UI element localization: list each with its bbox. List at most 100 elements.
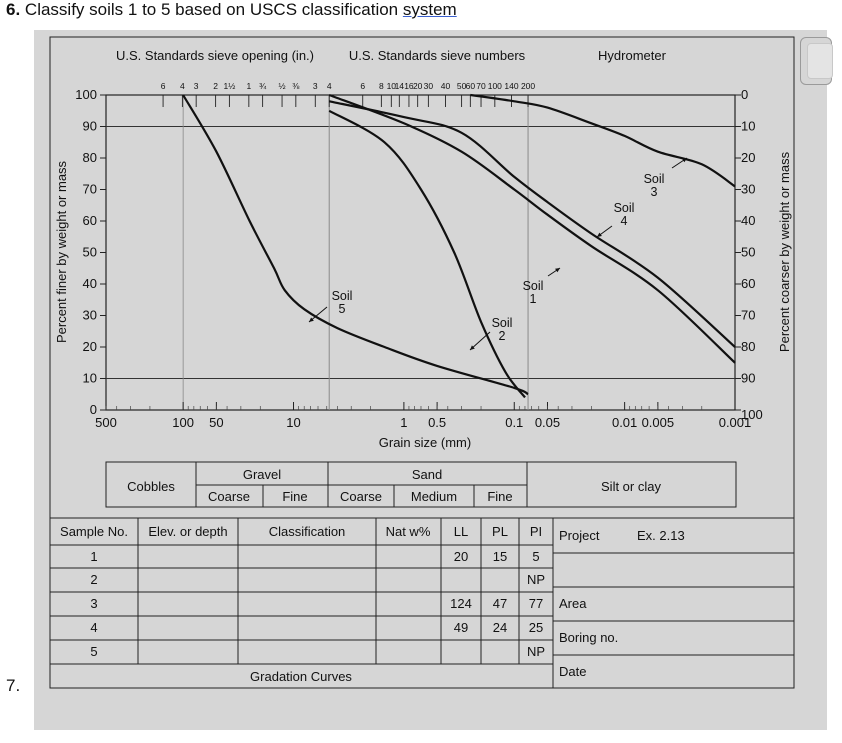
- sieve-label: 2: [213, 81, 218, 91]
- sieve-label: 3: [194, 81, 199, 91]
- sieve-label: 8: [379, 81, 384, 91]
- sieve-label: ¾: [259, 81, 267, 91]
- table-cell: 5: [90, 644, 97, 659]
- figure-panel: [34, 30, 827, 730]
- table-cell: NP: [527, 644, 545, 659]
- soil-label-line2: 1: [530, 292, 537, 306]
- y-tick-label-right: 70: [741, 308, 755, 323]
- y-tick-label-left: 40: [83, 276, 97, 291]
- table-cell: 4: [90, 620, 97, 635]
- soil-label-line2: 4: [621, 214, 628, 228]
- curve-soil-4: [328, 100, 736, 348]
- gridlines: [106, 95, 735, 410]
- table-cell: NP: [527, 572, 545, 587]
- sieve-label: 60: [466, 81, 476, 91]
- soil-classification-bar: [105, 461, 737, 508]
- y-tick-label-left: 50: [83, 245, 97, 260]
- sieve-label: 200: [521, 81, 535, 91]
- project-label: Project: [559, 528, 600, 543]
- gravel-fine-label: Fine: [282, 489, 307, 504]
- gravel-coarse-label: Coarse: [208, 489, 250, 504]
- cobbles-label: Cobbles: [127, 479, 175, 494]
- figure-frame: [49, 36, 795, 689]
- y-tick-label-right: 80: [741, 339, 755, 354]
- y-tick-label-right: 20: [741, 150, 755, 165]
- silt-clay-label: Silt or clay: [601, 479, 661, 494]
- x-tick-label: 10: [286, 415, 300, 430]
- scroll-widget[interactable]: [800, 37, 833, 85]
- y-tick-label-right: 60: [741, 276, 755, 291]
- sample-table: Sample No. Elev. or depth Classification Na…: [60, 524, 545, 659]
- sand-medium-label: Medium: [411, 489, 457, 504]
- x-axis-ticks: 500 100 50 10 1 0.5 0.1 0.05 0.01 0.005 0.001: [95, 402, 751, 430]
- y-tick-label-left: 90: [83, 119, 97, 134]
- y-tick-label-left: 10: [83, 371, 97, 386]
- table-cell: 47: [493, 596, 507, 611]
- sieve-label: ½: [279, 81, 286, 91]
- table-cell: 25: [529, 620, 543, 635]
- gradation-curves: [182, 93, 736, 399]
- x-tick-label: 500: [95, 415, 117, 430]
- y-tick-label-right: 50: [741, 245, 755, 260]
- soil-label-line1: Soil: [644, 172, 665, 186]
- sand-coarse-label: Coarse: [340, 489, 382, 504]
- area-label: Area: [559, 596, 587, 611]
- y-tick-label-left: 0: [90, 402, 97, 417]
- sieve-label: 16: [404, 81, 414, 91]
- sieve-label: 1: [246, 81, 251, 91]
- y-tick-label-left: 100: [75, 87, 97, 102]
- y-axis-label-right: Percent coarser by weight or mass: [777, 151, 792, 352]
- question-body: Classify soils 1 to 5 based on USCS clas…: [24, 0, 403, 19]
- y-tick-label-right: 10: [741, 119, 755, 134]
- x-tick-label: 0.5: [428, 415, 446, 430]
- table-cell: 15: [493, 549, 507, 564]
- table-header-cell: Nat w%: [386, 524, 431, 539]
- y-tick-label-left: 20: [83, 339, 97, 354]
- soil-label-line1: Soil: [523, 279, 544, 293]
- sieve-label: 10: [387, 81, 397, 91]
- x-tick-label: 0.05: [535, 415, 560, 430]
- soil-label-arrowhead: [682, 158, 687, 163]
- table-cell: 1: [90, 549, 97, 564]
- table-header-cell: PL: [492, 524, 508, 539]
- y-tick-label-left: 80: [83, 150, 97, 165]
- curve-soil-3: [470, 93, 736, 188]
- soil-label-arrowhead: [597, 232, 602, 237]
- title-hydrometer: Hydrometer: [598, 48, 667, 63]
- soil-label-line2: 2: [499, 329, 506, 343]
- sieve-label: 6: [360, 81, 365, 91]
- sieve-label: 6: [161, 81, 166, 91]
- project-value: Ex. 2.13: [637, 528, 685, 543]
- question-link[interactable]: system: [402, 0, 457, 19]
- sieve-label: 4: [180, 81, 185, 91]
- y-tick-label-right: 40: [741, 213, 755, 228]
- soil-label-arrowhead: [555, 268, 560, 273]
- soil-label-arrowhead: [470, 345, 475, 350]
- table-footer: Gradation Curves: [250, 669, 352, 684]
- sand-fine-label: Fine: [487, 489, 512, 504]
- soil-label-arrowhead: [309, 317, 314, 322]
- sieve-label: 20: [413, 81, 423, 91]
- table-cell: 124: [450, 596, 472, 611]
- x-tick-label: 0.005: [642, 415, 675, 430]
- sieve-label: 50: [457, 81, 467, 91]
- sieve-label: 30: [424, 81, 434, 91]
- sieve-label: 3: [313, 81, 318, 91]
- sieve-label: 4: [327, 81, 332, 91]
- sand-label: Sand: [412, 467, 442, 482]
- y-tick-label-left: 70: [83, 182, 97, 197]
- title-sieve-opening: U.S. Standards sieve opening (in.): [116, 48, 314, 63]
- scroll-widget-inner: [807, 43, 833, 79]
- table-cell: 2: [90, 572, 97, 587]
- question-number: 6.: [6, 0, 21, 19]
- y-tick-label-right: 30: [741, 182, 755, 197]
- table-header-cell: Sample No.: [60, 524, 128, 539]
- sieve-label: 1½: [223, 81, 235, 91]
- x-tick-label: 0.01: [612, 415, 637, 430]
- soil-label-line1: Soil: [614, 201, 635, 215]
- table-header-cell: Elev. or depth: [148, 524, 227, 539]
